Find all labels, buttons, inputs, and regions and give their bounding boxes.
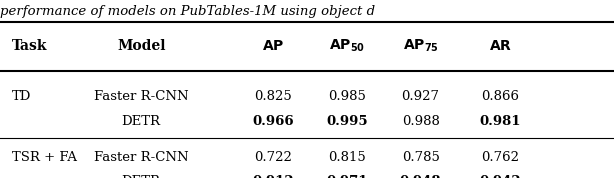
Text: DETR: DETR: [122, 114, 161, 128]
Text: 0.988: 0.988: [402, 114, 440, 128]
Text: Faster R-CNN: Faster R-CNN: [94, 90, 188, 103]
Text: $\mathbf{AP}$: $\mathbf{AP}$: [262, 39, 284, 53]
Text: 0.815: 0.815: [328, 151, 366, 164]
Text: DETR: DETR: [122, 175, 161, 178]
Text: 0.971: 0.971: [326, 175, 368, 178]
Text: 0.866: 0.866: [481, 90, 519, 103]
Text: 0.722: 0.722: [254, 151, 292, 164]
Text: Model: Model: [117, 39, 165, 53]
Text: $\mathbf{AP_{75}}$: $\mathbf{AP_{75}}$: [403, 38, 438, 54]
Text: $\mathbf{AR}$: $\mathbf{AR}$: [489, 39, 512, 53]
Text: 0.981: 0.981: [480, 114, 521, 128]
Text: 0.942: 0.942: [480, 175, 521, 178]
Text: 0.995: 0.995: [326, 114, 368, 128]
Text: Faster R-CNN: Faster R-CNN: [94, 151, 188, 164]
Text: Task: Task: [12, 39, 48, 53]
Text: 0.927: 0.927: [402, 90, 440, 103]
Text: 0.912: 0.912: [252, 175, 294, 178]
Text: 0.985: 0.985: [328, 90, 366, 103]
Text: 0.825: 0.825: [254, 90, 292, 103]
Text: 0.966: 0.966: [252, 114, 294, 128]
Text: TSR + FA: TSR + FA: [12, 151, 77, 164]
Text: 0.785: 0.785: [402, 151, 440, 164]
Text: 0.948: 0.948: [400, 175, 441, 178]
Text: TD: TD: [12, 90, 32, 103]
Text: performance of models on PubTables-1M using object d: performance of models on PubTables-1M us…: [0, 5, 375, 18]
Text: $\mathbf{AP_{50}}$: $\mathbf{AP_{50}}$: [329, 38, 365, 54]
Text: 0.762: 0.762: [481, 151, 519, 164]
